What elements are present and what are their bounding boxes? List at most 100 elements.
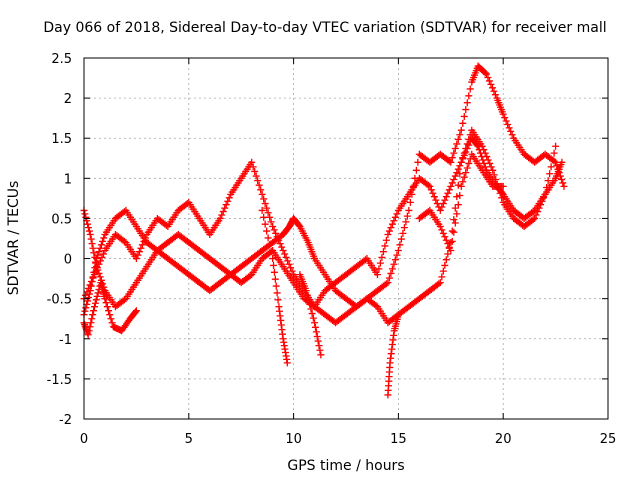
- data-point: [93, 292, 101, 300]
- x-tick-label: 5: [185, 432, 193, 447]
- data-point: [317, 351, 325, 359]
- data-point: [384, 279, 392, 287]
- data-point: [482, 70, 490, 78]
- data-point: [543, 184, 551, 192]
- y-tick-label: 1.5: [51, 132, 72, 147]
- data-point: [381, 242, 389, 250]
- data-point: [97, 241, 105, 249]
- data-point: [105, 307, 113, 315]
- data-point: [361, 256, 369, 264]
- data-point: [373, 271, 381, 279]
- data-point: [96, 257, 104, 265]
- data-point: [266, 241, 274, 249]
- data-point: [481, 69, 489, 77]
- data-point: [95, 260, 103, 268]
- data-point: [390, 217, 398, 225]
- data-point: [385, 227, 393, 235]
- data-point: [258, 190, 266, 198]
- data-point: [384, 230, 392, 238]
- data-point: [552, 158, 560, 166]
- y-tick-label: -2: [59, 413, 72, 428]
- data-point: [279, 247, 287, 255]
- data-point: [272, 229, 280, 237]
- y-tick-label: -1.5: [47, 373, 72, 388]
- data-point: [135, 248, 143, 256]
- y-tick-label: 0.5: [51, 212, 72, 227]
- y-tick-label: 2.5: [51, 52, 72, 67]
- data-point: [287, 264, 295, 272]
- data-point: [140, 237, 148, 245]
- series-track-7: [384, 311, 402, 399]
- data-point: [248, 158, 256, 166]
- data-point: [444, 250, 452, 258]
- data-point: [387, 224, 395, 232]
- data-point: [275, 236, 283, 244]
- data-point: [84, 220, 92, 228]
- data-point: [544, 177, 552, 185]
- data-point: [267, 218, 275, 226]
- data-point: [556, 172, 564, 180]
- data-point: [439, 229, 447, 237]
- data-point: [558, 158, 566, 166]
- data-point: [456, 192, 464, 200]
- data-point: [465, 159, 473, 167]
- data-point: [278, 243, 286, 251]
- data-point: [429, 189, 437, 197]
- data-point: [484, 73, 492, 81]
- data-point: [267, 248, 275, 256]
- data-point: [81, 210, 89, 218]
- data-point: [303, 291, 311, 299]
- data-point: [83, 288, 91, 296]
- data-point: [108, 319, 116, 327]
- data-point: [81, 291, 89, 299]
- data-point: [378, 253, 386, 261]
- series-track-3: [80, 62, 568, 327]
- data-point: [485, 77, 493, 85]
- data-point: [426, 182, 434, 190]
- data-point: [394, 311, 402, 319]
- data-point: [379, 248, 387, 256]
- data-point: [103, 303, 111, 311]
- data-point: [424, 208, 432, 216]
- data-point: [394, 247, 402, 255]
- data-point: [283, 359, 291, 367]
- data-point: [266, 213, 274, 221]
- data-point: [462, 169, 470, 177]
- data-point: [284, 257, 292, 265]
- data-point: [435, 280, 443, 288]
- data-point: [447, 247, 455, 255]
- data-point: [396, 241, 404, 249]
- data-point: [99, 237, 107, 245]
- data-point: [442, 236, 450, 244]
- data-point: [453, 169, 461, 177]
- data-point: [447, 158, 455, 166]
- data-point: [397, 235, 405, 243]
- data-point: [269, 222, 277, 230]
- data-point: [120, 208, 128, 216]
- data-point: [263, 204, 271, 212]
- data-point: [302, 287, 310, 295]
- data-point: [456, 131, 464, 139]
- data-point: [270, 268, 278, 276]
- data-point: [120, 237, 128, 245]
- data-point: [261, 220, 269, 228]
- data-point: [91, 299, 99, 307]
- data-points: [80, 62, 568, 399]
- data-point: [311, 319, 319, 327]
- data-point: [535, 204, 543, 212]
- data-point: [448, 237, 456, 245]
- data-point: [101, 295, 109, 303]
- data-point: [450, 149, 458, 157]
- data-point: [438, 226, 446, 234]
- data-point: [550, 157, 558, 165]
- data-point: [96, 244, 104, 252]
- data-point: [89, 244, 97, 252]
- data-point: [87, 319, 95, 327]
- data-point: [216, 214, 224, 222]
- data-point: [258, 206, 266, 214]
- x-tick-label: 20: [495, 432, 512, 447]
- data-point: [385, 274, 393, 282]
- data-point: [414, 158, 422, 166]
- data-point: [90, 271, 98, 279]
